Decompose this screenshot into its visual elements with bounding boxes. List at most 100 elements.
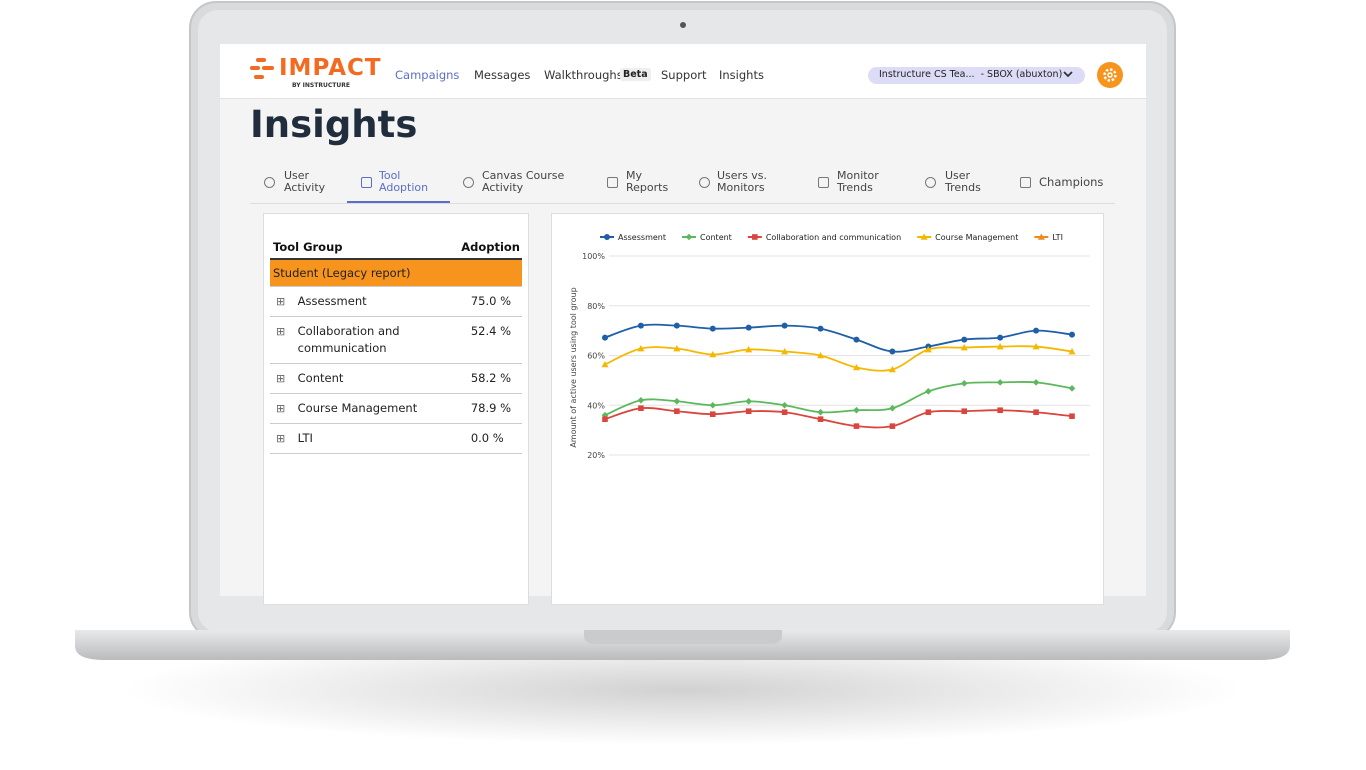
table-body: ⊞ Assessment 75.0 % ⊞ Collaboration and comm…	[270, 287, 522, 454]
column-header: Adoption	[461, 240, 520, 254]
table-row: ⊞ Content 58.2 %	[270, 364, 522, 394]
account-select[interactable]	[868, 67, 1085, 84]
data-point	[781, 409, 788, 416]
beta-badge: Beta	[620, 68, 651, 81]
data-point	[888, 365, 896, 373]
data-point	[1032, 379, 1040, 386]
column-header: Tool Group	[273, 240, 343, 254]
legend-marker	[604, 234, 610, 240]
data-point	[817, 352, 825, 359]
legend-marker	[685, 233, 693, 241]
y-tick-label: 60%	[587, 352, 605, 361]
expand-icon: ⊞	[276, 295, 286, 308]
data-point	[601, 360, 609, 368]
nav-link[interactable]: Campaigns	[395, 68, 460, 82]
table-row: ⊞ Assessment 75.0 %	[270, 287, 522, 317]
tool-group: Course Management	[297, 401, 418, 415]
tab[interactable]: Monitor Trends	[837, 169, 879, 194]
tab-icon	[818, 177, 829, 188]
data-point	[709, 351, 717, 358]
data-point	[853, 423, 860, 429]
expand-icon: ⊞	[276, 432, 286, 445]
chevron	[1063, 71, 1073, 78]
data-point	[601, 411, 609, 419]
logo-icon	[250, 58, 274, 79]
tab-icon	[264, 177, 275, 188]
tab-underline	[347, 201, 450, 203]
data-point	[673, 397, 681, 405]
tab-icon	[699, 177, 710, 188]
tab[interactable]: My Reports	[626, 169, 669, 194]
tab[interactable]: Champions	[1039, 175, 1104, 189]
y-tick-label: 40%	[587, 401, 605, 410]
adoption: 75.0 %	[470, 294, 512, 308]
data-point	[745, 408, 752, 415]
data-point	[638, 405, 644, 412]
series-line	[604, 323, 1073, 353]
data-point	[961, 408, 968, 415]
data-point	[1069, 413, 1075, 419]
tool-group: Assessment	[297, 294, 367, 308]
data-point	[1033, 327, 1040, 334]
y-tick-label: 20%	[587, 451, 605, 460]
nav-link[interactable]: Insights	[719, 68, 764, 82]
nav-link[interactable]: Support	[661, 68, 707, 82]
adoption: 58.2 %	[470, 371, 512, 385]
table-row: ⊞ LTI 0.0 %	[270, 424, 522, 454]
tab[interactable]: Users vs. Monitors	[717, 169, 768, 194]
data-point	[637, 345, 645, 352]
data-point	[960, 344, 968, 351]
data-point	[781, 401, 788, 409]
data-point	[673, 345, 681, 352]
data-point	[602, 416, 608, 422]
tab[interactable]: Tool Adoption	[379, 169, 429, 194]
legend-marker	[752, 234, 758, 240]
settings-button[interactable]	[1096, 61, 1124, 89]
group-row: Student (Legacy report)	[270, 260, 522, 287]
legend-label: LTI	[1052, 233, 1063, 242]
data-point	[817, 408, 824, 416]
series-line	[604, 407, 1073, 429]
data-point	[709, 325, 716, 332]
adoption: 52.4 %	[470, 324, 512, 338]
data-point	[925, 409, 932, 416]
table-card: Tool Group Adoption Student (Legacy repo…	[263, 213, 529, 605]
data-point	[817, 325, 824, 332]
tab-icon	[361, 177, 372, 188]
data-point	[853, 336, 860, 343]
data-point	[996, 379, 1004, 386]
tab-icon	[925, 177, 936, 188]
data-point	[889, 423, 896, 429]
tool-group: Collaboration and communication	[297, 324, 400, 355]
tab[interactable]: Canvas Course Activity	[482, 169, 565, 194]
nav-link[interactable]: Messages	[474, 68, 531, 82]
data-point	[745, 397, 752, 405]
data-point	[1068, 348, 1076, 355]
data-point	[745, 346, 753, 353]
logo: IMPACT	[279, 55, 382, 81]
data-point	[745, 324, 752, 331]
expand-icon: ⊞	[276, 325, 286, 338]
chart: 20% 40% 60% 80% 100% Amount of active users u…	[569, 233, 1090, 460]
data-point	[889, 404, 896, 412]
data-point	[817, 416, 824, 422]
data-point	[997, 407, 1003, 414]
legend-label: Content	[700, 233, 732, 242]
data-point	[637, 396, 645, 404]
data-point	[852, 363, 860, 371]
data-point	[709, 401, 717, 409]
tab[interactable]: User Trends	[945, 169, 981, 194]
data-point	[1033, 409, 1039, 416]
table: Tool Group Adoption Student (Legacy repo…	[270, 236, 522, 454]
data-point	[709, 411, 716, 418]
nav-link[interactable]: Walkthroughs	[544, 68, 623, 82]
legend-label: Course Management	[935, 233, 1018, 242]
data-point	[1032, 343, 1040, 350]
data-point	[637, 322, 644, 329]
table-header: Tool Group Adoption	[270, 236, 522, 260]
y-tick-label: 80%	[587, 302, 605, 311]
tab-icon	[463, 177, 474, 188]
tab[interactable]: User Activity	[284, 169, 326, 194]
adoption: 78.9 %	[470, 401, 512, 415]
